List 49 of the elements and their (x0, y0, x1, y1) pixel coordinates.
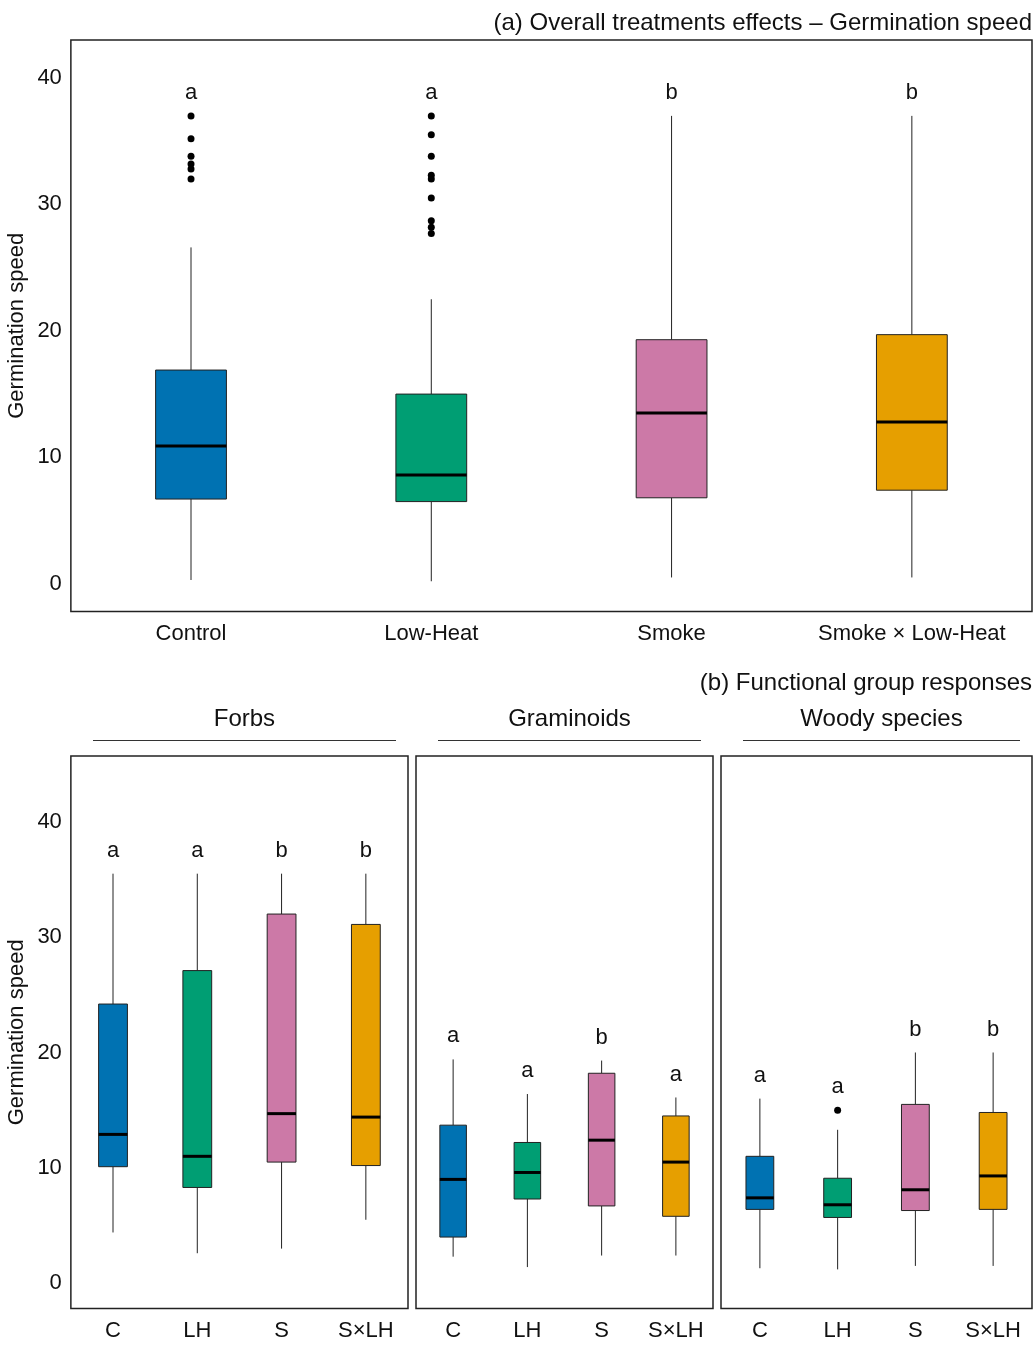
annotation: b (909, 1015, 922, 1041)
x-tick-label: S (594, 1316, 609, 1342)
x-tick-label: Smoke (637, 619, 706, 645)
y-tick-label: 0 (49, 569, 62, 595)
annotation: a (447, 1022, 460, 1048)
chart-subtitle: Woody species (743, 704, 1020, 741)
x-tick-label: C (751, 1316, 768, 1342)
chart-subtitle: Graminoids (438, 704, 701, 741)
y-tick-label: 40 (37, 807, 62, 833)
x-tick-label: Smoke × Low-Heat (818, 619, 1006, 645)
chart-title: (a) Overall treatments effects – Germination speed (493, 8, 1032, 36)
y-axis-title: Germination speed (3, 939, 29, 1126)
x-tick-label: S×LH (965, 1316, 1021, 1342)
annotation: a (191, 836, 205, 862)
annotation: b (987, 1015, 1000, 1041)
y-tick-label: 10 (37, 443, 62, 469)
annotation: a (831, 1073, 845, 1099)
x-tick-label: Low-Heat (384, 619, 479, 645)
annotation: b (905, 78, 918, 104)
x-tick-label: Control (155, 619, 227, 645)
annotation: a (184, 78, 198, 104)
annotation: b (275, 836, 288, 862)
x-tick-label: C (445, 1316, 462, 1342)
y-tick-label: 30 (37, 190, 62, 216)
x-tick-label: S×LH (338, 1316, 394, 1342)
x-tick-label: LH (183, 1316, 212, 1342)
annotation: a (106, 836, 120, 862)
y-tick-label: 20 (37, 316, 62, 342)
y-tick-label: 40 (37, 64, 62, 89)
chart-subtitle: Forbs (92, 704, 396, 741)
y-axis-title: Germination speed (3, 232, 29, 419)
y-tick-label: 20 (37, 1038, 62, 1064)
annotation: a (669, 1060, 683, 1086)
x-tick-label: S (908, 1316, 923, 1342)
annotation: a (425, 78, 439, 104)
x-tick-label: S (274, 1316, 289, 1342)
annotation: b (665, 78, 678, 104)
y-tick-label: 30 (37, 923, 62, 949)
annotation: b (359, 836, 372, 862)
annotation: a (521, 1057, 535, 1083)
chart-title: (b) Functional group responses (699, 668, 1032, 696)
x-tick-label: LH (513, 1316, 542, 1342)
x-tick-label: C (105, 1316, 122, 1342)
y-tick-label: 10 (37, 1153, 62, 1179)
y-tick-label: 0 (49, 1269, 62, 1295)
annotation: b (595, 1023, 608, 1049)
annotation: a (753, 1061, 767, 1087)
x-tick-label: S×LH (648, 1316, 704, 1342)
x-tick-label: LH (823, 1316, 852, 1342)
